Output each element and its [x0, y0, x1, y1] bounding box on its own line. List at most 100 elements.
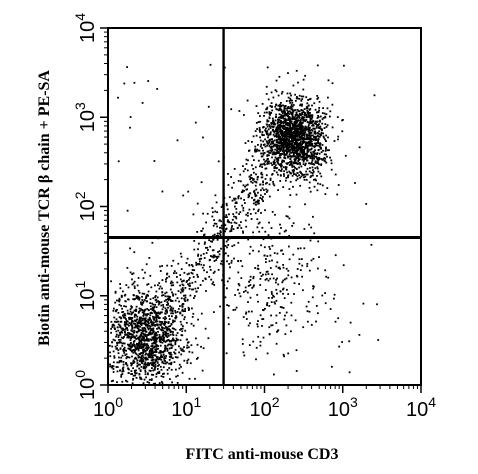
data-point — [148, 364, 150, 366]
data-point — [118, 303, 121, 306]
data-point — [267, 234, 270, 236]
data-point — [308, 109, 311, 111]
data-point — [170, 361, 173, 364]
data-point — [268, 145, 271, 147]
data-point — [235, 208, 238, 210]
data-point — [302, 120, 305, 122]
data-point — [283, 175, 285, 177]
data-point — [293, 143, 296, 146]
data-point — [297, 149, 299, 151]
data-point — [289, 97, 292, 100]
data-point — [319, 147, 322, 150]
y-tick-label: 102 — [72, 191, 99, 221]
data-point — [154, 321, 157, 323]
data-point — [277, 131, 280, 134]
data-point — [274, 116, 277, 119]
data-point — [259, 344, 262, 347]
data-point — [272, 129, 274, 131]
data-point — [247, 214, 249, 217]
data-point — [224, 216, 227, 218]
data-point — [302, 109, 304, 112]
data-point — [113, 307, 115, 310]
data-point — [160, 368, 163, 371]
data-point — [324, 302, 327, 305]
data-point — [146, 347, 149, 349]
data-point — [148, 322, 150, 325]
data-point — [324, 150, 327, 152]
data-point — [281, 306, 283, 309]
data-point — [285, 129, 287, 131]
data-point — [304, 74, 306, 77]
data-point — [274, 161, 276, 164]
data-point — [292, 169, 295, 171]
data-point — [167, 332, 170, 335]
data-point — [182, 288, 185, 291]
data-point — [277, 121, 279, 124]
data-point — [152, 374, 155, 376]
data-point — [169, 288, 172, 291]
data-point — [290, 120, 293, 123]
data-point — [265, 140, 268, 143]
data-point — [152, 362, 155, 365]
data-point — [162, 340, 165, 342]
data-point — [120, 296, 123, 298]
data-point — [325, 161, 328, 164]
data-point — [295, 179, 298, 182]
data-point — [256, 267, 259, 270]
data-point — [150, 345, 153, 347]
data-point — [321, 294, 324, 297]
data-point — [184, 329, 187, 332]
data-point — [146, 308, 149, 310]
data-point — [125, 363, 128, 365]
data-point — [138, 298, 141, 301]
data-point — [120, 356, 123, 359]
data-point — [151, 345, 154, 347]
data-point — [181, 327, 184, 330]
data-point — [135, 377, 138, 379]
data-point — [262, 180, 264, 183]
data-point — [120, 320, 123, 323]
data-point — [306, 147, 309, 150]
data-point — [230, 228, 233, 231]
data-point — [268, 246, 271, 248]
data-point — [234, 308, 237, 311]
data-point — [125, 357, 128, 360]
data-point — [167, 299, 170, 302]
data-point — [333, 293, 336, 296]
data-point — [118, 331, 121, 334]
data-point — [315, 179, 317, 182]
data-point — [304, 131, 307, 133]
data-point — [290, 127, 293, 129]
data-point — [155, 331, 157, 334]
data-point — [146, 363, 148, 366]
data-point — [241, 338, 244, 341]
data-point — [273, 169, 276, 172]
data-point — [166, 311, 168, 314]
data-point — [137, 321, 139, 324]
data-point — [181, 303, 184, 305]
data-point — [138, 336, 141, 339]
data-point — [313, 185, 316, 188]
data-point — [262, 153, 265, 156]
data-point — [159, 285, 162, 288]
data-point — [155, 346, 158, 348]
data-point — [118, 297, 121, 300]
data-point — [296, 117, 299, 119]
data-point — [229, 230, 231, 233]
data-point — [264, 160, 267, 163]
data-point — [171, 315, 173, 318]
data-point — [307, 300, 310, 303]
data-point — [123, 82, 126, 85]
data-point — [221, 279, 223, 282]
data-point — [301, 116, 304, 119]
data-point — [218, 250, 221, 253]
data-point — [228, 277, 231, 280]
data-point — [304, 120, 307, 123]
data-point — [282, 266, 285, 269]
data-point — [265, 261, 267, 263]
data-point — [212, 281, 215, 284]
data-point — [313, 178, 315, 181]
data-point — [266, 107, 268, 110]
data-point — [333, 140, 336, 142]
data-point — [314, 161, 317, 164]
